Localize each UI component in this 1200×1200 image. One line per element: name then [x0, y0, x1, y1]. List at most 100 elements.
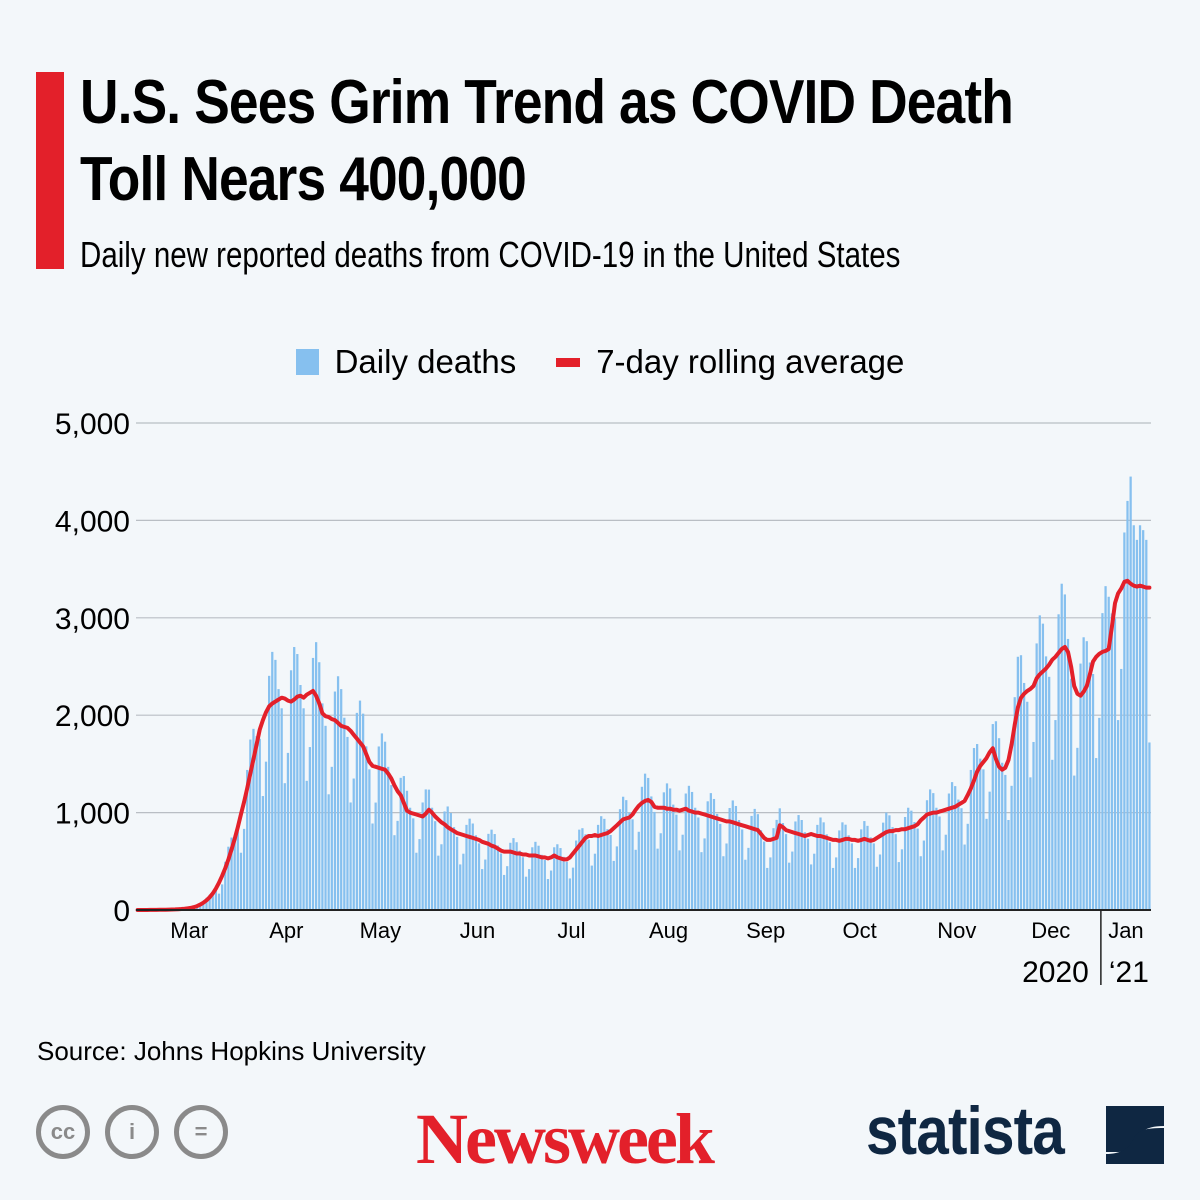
daily-deaths-bar: [966, 823, 969, 910]
daily-deaths-bar: [1138, 525, 1142, 910]
year-label-2021: ‘21: [1109, 956, 1149, 989]
daily-deaths-bar: [615, 846, 618, 910]
daily-deaths-bar: [327, 794, 330, 910]
daily-deaths-bar: [897, 862, 900, 910]
daily-deaths-bar: [866, 825, 869, 910]
daily-deaths-bar: [421, 802, 424, 910]
daily-deaths-bar: [747, 847, 750, 910]
daily-deaths-bar: [791, 851, 794, 910]
daily-deaths-bar: [321, 703, 324, 910]
daily-deaths-bar: [346, 736, 349, 910]
daily-deaths-bar: [258, 738, 261, 910]
x-tick-label-apr: Apr: [269, 918, 303, 943]
daily-deaths-bar: [199, 906, 202, 910]
daily-deaths-bar: [374, 802, 377, 910]
no-derivatives-icon: =: [174, 1105, 228, 1159]
daily-deaths-bar: [415, 852, 418, 910]
daily-deaths-bar: [246, 769, 249, 910]
daily-deaths-bar: [1001, 762, 1004, 910]
daily-deaths-bar: [863, 821, 866, 910]
daily-deaths-bar: [979, 758, 982, 910]
daily-deaths-bar: [1004, 774, 1007, 910]
y-tick-label: 1,000: [55, 798, 130, 831]
daily-deaths-bar: [662, 792, 665, 910]
x-tick-label-mar: Mar: [170, 918, 208, 943]
daily-deaths-bar: [972, 748, 976, 910]
daily-deaths-bar: [471, 823, 474, 910]
daily-deaths-bar: [565, 861, 568, 910]
daily-deaths-bar: [788, 862, 791, 910]
daily-deaths-bar: [590, 865, 593, 910]
daily-deaths-bar: [452, 827, 456, 910]
daily-deaths-bar: [944, 834, 947, 910]
daily-deaths-bar: [293, 647, 296, 910]
daily-deaths-bar: [631, 819, 634, 910]
daily-deaths-bar: [1073, 775, 1076, 910]
daily-deaths-bar: [643, 773, 647, 910]
daily-deaths-bar: [515, 842, 518, 910]
daily-deaths-bar: [499, 853, 503, 910]
daily-deaths-bar: [1007, 820, 1010, 910]
x-tick-label-may: May: [360, 918, 402, 943]
daily-deaths-bar: [612, 860, 615, 910]
daily-deaths-bar: [806, 838, 810, 910]
daily-deaths-bar: [255, 736, 258, 910]
daily-deaths-bar: [709, 793, 712, 910]
daily-deaths-bar: [813, 853, 816, 910]
daily-deaths-bar: [468, 818, 471, 910]
daily-deaths-bar: [1060, 583, 1063, 910]
x-tick-label-aug: Aug: [649, 918, 688, 943]
daily-deaths-bar: [330, 766, 333, 910]
daily-deaths-bar: [296, 654, 299, 910]
daily-deaths-bar: [380, 733, 384, 910]
daily-deaths-bar: [991, 724, 994, 910]
daily-deaths-bar: [600, 816, 603, 910]
daily-deaths-bar: [249, 739, 252, 910]
chart-subtitle: Daily new reported deaths from COVID-19 …: [80, 234, 901, 275]
daily-deaths-bar: [412, 818, 415, 910]
daily-deaths-bar: [593, 853, 597, 910]
daily-deaths-bar: [728, 808, 731, 910]
daily-deaths-bar: [900, 849, 904, 910]
license-icons: cc i =: [36, 1105, 228, 1159]
daily-deaths-bar: [355, 712, 358, 910]
daily-deaths-bar: [242, 828, 246, 910]
daily-deaths-bar: [775, 819, 778, 910]
daily-deaths-bar: [882, 822, 885, 910]
daily-deaths-bar: [509, 842, 512, 910]
daily-deaths-bar: [850, 843, 853, 910]
chart-legend: Daily deaths 7-day rolling average: [0, 343, 1200, 381]
daily-deaths-bar: [239, 852, 243, 910]
daily-deaths-bar: [230, 837, 233, 910]
daily-deaths-bar: [424, 789, 427, 910]
daily-deaths-bar: [706, 801, 709, 910]
daily-deaths-bar: [1120, 668, 1123, 910]
daily-deaths-bar: [217, 893, 221, 910]
daily-deaths-bar: [960, 808, 963, 910]
daily-deaths-bar: [496, 845, 499, 910]
daily-deaths-bar: [434, 821, 437, 910]
daily-deaths-bar: [816, 824, 819, 910]
daily-deaths-bar: [493, 834, 496, 910]
daily-deaths-bar: [562, 856, 565, 910]
source-note: Source: Johns Hopkins University: [37, 1036, 426, 1066]
daily-deaths-bar: [264, 761, 268, 910]
daily-deaths-bar: [361, 713, 365, 910]
daily-deaths-bar: [399, 777, 402, 910]
daily-deaths-bar: [553, 847, 556, 910]
title-accent-bar: [36, 72, 64, 269]
daily-deaths-bar: [1010, 785, 1013, 910]
daily-deaths-bar: [766, 867, 769, 910]
daily-deaths-bar: [506, 866, 509, 910]
daily-deaths-bar: [1145, 539, 1148, 910]
daily-deaths-bar: [947, 793, 951, 910]
daily-deaths-bar: [653, 811, 656, 910]
x-tick-label-jan: Jan: [1108, 918, 1143, 943]
daily-deaths-bar: [759, 830, 763, 910]
daily-deaths-bar: [521, 857, 525, 910]
daily-deaths-bar: [656, 848, 659, 910]
legend-item-daily-deaths: Daily deaths: [295, 343, 516, 381]
daily-deaths-bar: [637, 831, 640, 910]
daily-deaths-bar: [537, 845, 540, 910]
daily-deaths-bar: [596, 824, 600, 910]
